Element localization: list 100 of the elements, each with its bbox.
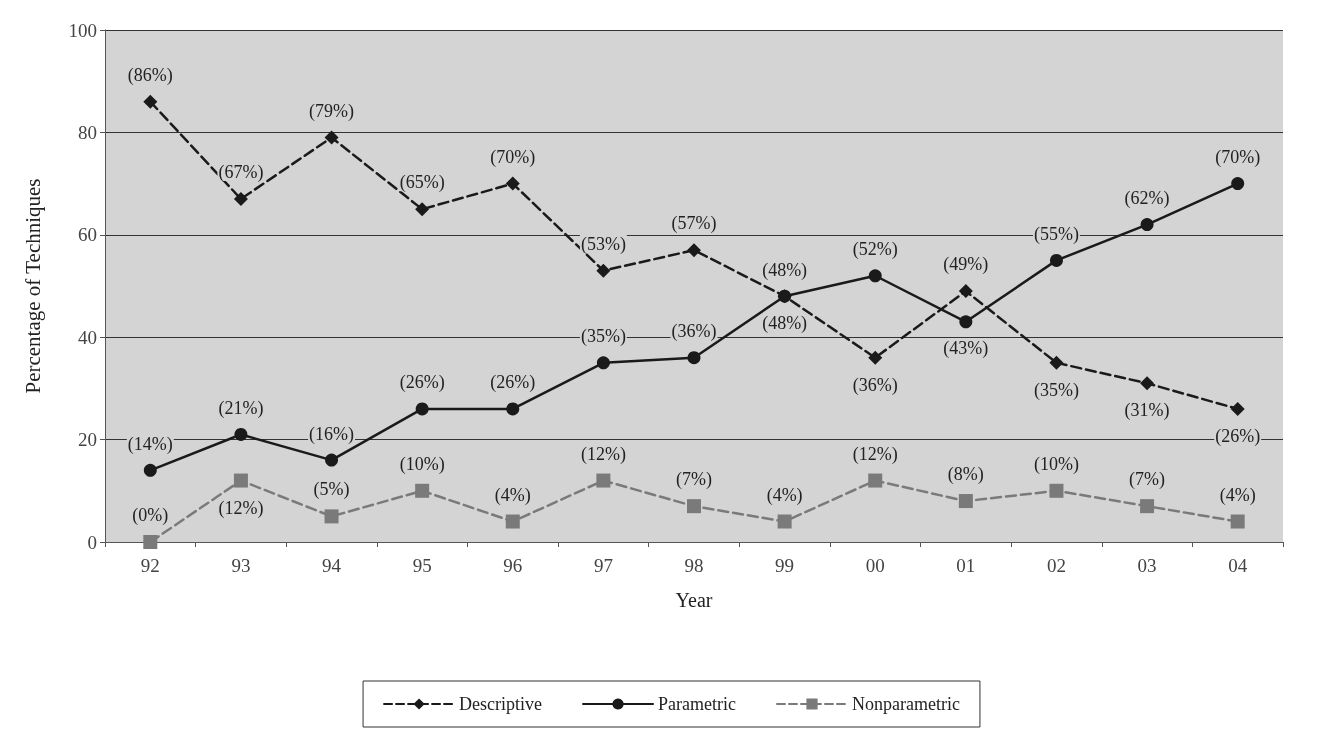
point — [958, 284, 973, 299]
x-axis-title: Year — [675, 589, 713, 611]
data-label: (55%) — [1033, 223, 1079, 245]
data-label: (70%) — [490, 146, 536, 168]
data-label: (48%) — [762, 313, 808, 335]
data-label: (12%) — [580, 443, 626, 465]
point — [1140, 376, 1155, 391]
point — [1049, 355, 1064, 370]
x-tick-label: 00 — [865, 555, 885, 576]
data-label: (10%) — [399, 453, 445, 475]
x-tick-label: 95 — [412, 555, 432, 576]
point — [596, 473, 611, 488]
point — [1140, 499, 1155, 514]
point — [596, 263, 611, 278]
data-label: (52%) — [852, 239, 898, 261]
data-label: (67%) — [218, 161, 264, 183]
data-label: (86%) — [127, 64, 173, 86]
data-label: (70%) — [1215, 147, 1261, 169]
x-tick-label: 04 — [1228, 555, 1248, 576]
data-label: (12%) — [218, 497, 264, 519]
point — [143, 535, 158, 549]
point — [687, 243, 701, 258]
point — [1231, 177, 1245, 191]
point — [1140, 218, 1154, 232]
data-label: (8%) — [947, 464, 984, 486]
x-tick-label: 01 — [956, 555, 976, 576]
point — [415, 483, 430, 498]
data-label: (4%) — [494, 484, 531, 506]
data-label: (12%) — [852, 443, 898, 465]
point — [234, 427, 248, 441]
point — [505, 176, 520, 191]
data-label: (48%) — [762, 259, 808, 281]
data-label: (53%) — [580, 233, 626, 255]
point — [778, 289, 792, 303]
data-label: (49%) — [943, 254, 989, 276]
point — [1230, 401, 1245, 416]
data-label: (0%) — [132, 505, 169, 526]
data-label: (26%) — [490, 372, 536, 394]
legend-label: Parametric — [658, 694, 736, 714]
y-tick-label: 80 — [78, 121, 97, 143]
point — [958, 494, 973, 509]
point — [868, 269, 882, 283]
point — [143, 463, 157, 477]
data-label: (4%) — [766, 484, 803, 506]
point — [415, 402, 429, 416]
point — [233, 191, 248, 206]
data-label: (10%) — [1033, 453, 1079, 475]
x-tick-label: 98 — [684, 555, 704, 576]
x-tick-label: 99 — [775, 555, 795, 576]
data-label: (4%) — [1219, 484, 1256, 506]
point — [687, 499, 701, 514]
x-tick-label: 96 — [503, 555, 523, 576]
y-tick-label: 40 — [78, 326, 97, 348]
point — [777, 514, 792, 529]
y-tick-label: 0 — [87, 531, 97, 553]
x-tick-label: 94 — [322, 555, 342, 576]
point — [324, 509, 339, 524]
x-tick-label: 92 — [140, 555, 160, 576]
data-label: (36%) — [671, 321, 717, 343]
data-label: (21%) — [218, 397, 264, 419]
point — [1049, 253, 1063, 267]
data-label: (5%) — [313, 479, 350, 501]
x-tick-label: 02 — [1046, 555, 1066, 576]
data-label: (65%) — [399, 172, 445, 194]
data-label: (7%) — [676, 469, 712, 491]
point — [1230, 514, 1245, 529]
legend-label: Nonparametric — [851, 694, 960, 714]
point — [1049, 483, 1064, 498]
data-label: (26%) — [1215, 425, 1261, 447]
data-label: (36%) — [852, 374, 898, 396]
point — [868, 473, 883, 488]
data-label: (35%) — [1033, 379, 1079, 401]
x-tick-label: 03 — [1137, 555, 1157, 576]
point — [959, 315, 973, 329]
data-label: (62%) — [1124, 188, 1170, 210]
data-label: (79%) — [309, 100, 355, 122]
point — [506, 402, 520, 416]
y-tick-label: 60 — [78, 224, 97, 246]
point — [505, 514, 520, 529]
point — [324, 130, 339, 145]
data-label: (14%) — [127, 433, 173, 455]
point — [143, 94, 158, 109]
y-tick-label: 100 — [68, 19, 97, 41]
y-tick-label: 20 — [78, 429, 97, 451]
point — [233, 473, 248, 488]
point — [868, 350, 883, 365]
data-label: (26%) — [399, 372, 445, 394]
point — [596, 356, 610, 370]
data-label: (43%) — [943, 338, 989, 360]
x-tick-label: 97 — [593, 555, 613, 576]
point — [687, 351, 701, 365]
point — [325, 453, 339, 467]
data-label: (35%) — [580, 326, 626, 348]
data-label: (7%) — [1129, 469, 1166, 491]
point — [415, 202, 430, 217]
x-tick-label: 93 — [231, 555, 251, 576]
y-axis-title: Percentage of Techniques — [20, 178, 45, 394]
data-label: (57%) — [671, 213, 717, 235]
legend-label: Descriptive — [459, 694, 543, 714]
data-label: (16%) — [309, 423, 355, 445]
